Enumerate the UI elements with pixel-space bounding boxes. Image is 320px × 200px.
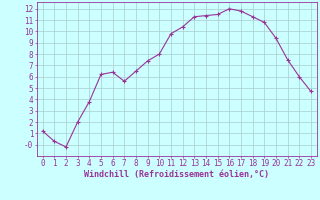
X-axis label: Windchill (Refroidissement éolien,°C): Windchill (Refroidissement éolien,°C) xyxy=(84,170,269,179)
